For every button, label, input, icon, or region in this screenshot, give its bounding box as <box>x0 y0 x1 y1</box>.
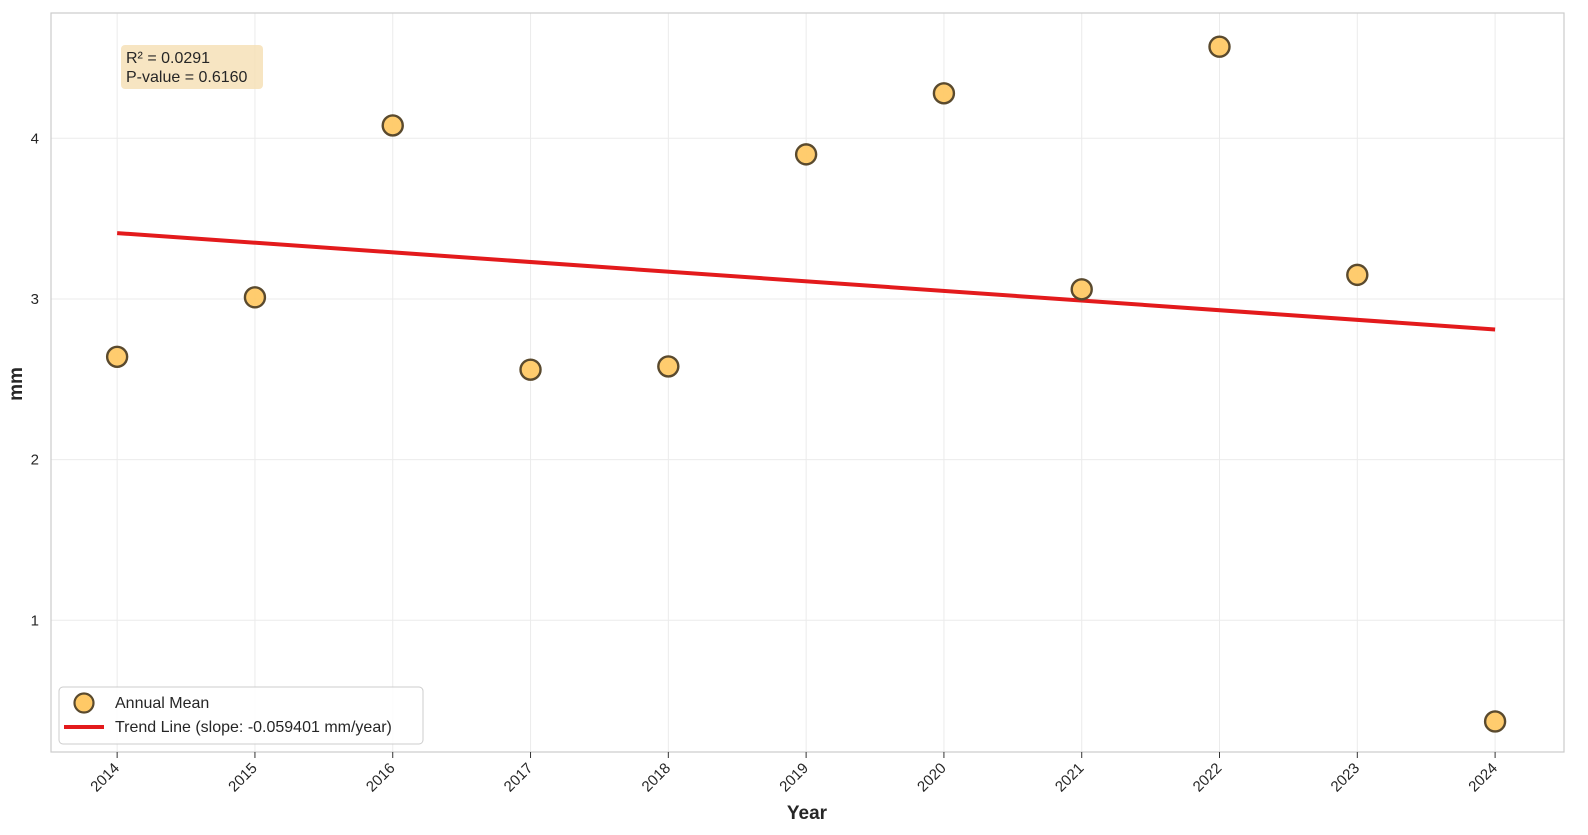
y-axis-label: mm <box>6 367 27 401</box>
x-tick-label: 2020 <box>914 760 950 796</box>
x-tick-label: 2021 <box>1052 760 1088 796</box>
trend-line-layer <box>117 231 1496 332</box>
y-tick-label: 4 <box>31 130 39 147</box>
data-point-2024 <box>1483 710 1507 733</box>
y-tick-label: 1 <box>31 612 39 629</box>
data-point-2021 <box>1070 278 1093 301</box>
data-point-2018 <box>657 355 680 378</box>
x-axis-label: Year <box>787 803 828 824</box>
data-point-2017 <box>519 358 542 381</box>
stats-p-value: P-value = 0.6160 <box>126 69 248 86</box>
data-point-2023 <box>1346 263 1369 287</box>
data-point-2016 <box>381 114 404 137</box>
scatter-points-layer <box>105 35 1507 733</box>
data-point-2020 <box>932 82 956 105</box>
x-tick-label: 2015 <box>225 760 261 796</box>
x-tick-label: 2014 <box>87 760 123 796</box>
y-tick-label: 3 <box>31 291 39 308</box>
x-tick-label: 2019 <box>776 760 812 796</box>
y-axis-ticks: 1 2 3 4 <box>31 130 39 629</box>
stats-box-background <box>121 45 263 89</box>
stats-r-squared: R² = 0.0291 <box>126 50 210 67</box>
plot-border <box>50 12 1565 753</box>
x-tick-label: 2023 <box>1328 760 1364 796</box>
stats-box: R² = 0.0291 P-value = 0.6160 <box>121 45 263 89</box>
legend-box <box>58 686 424 745</box>
data-point-2022 <box>1208 35 1231 58</box>
legend-label-trend-line: Trend Line (slope: -0.059401 mm/year) <box>115 719 392 736</box>
trend-line <box>117 231 1496 332</box>
data-point-2019 <box>794 143 818 166</box>
x-tick-label: 2024 <box>1465 760 1501 796</box>
x-tick-label: 2017 <box>501 760 537 796</box>
y-tick-label: 2 <box>31 452 39 469</box>
legend-marker-annual-mean <box>73 692 95 714</box>
x-tick-label: 2022 <box>1190 760 1226 796</box>
data-point-2015 <box>243 286 267 309</box>
plot-area <box>51 13 1564 752</box>
x-axis-ticks: 2014 2015 2016 2017 2018 2019 2020 2021 2022 2023… <box>87 752 1501 795</box>
grid-lines <box>51 13 1564 752</box>
x-tick-label: 2016 <box>363 760 399 796</box>
legend: Annual Mean Trend Line (slope: -0.059401… <box>58 686 424 745</box>
data-point-2014 <box>105 345 129 368</box>
legend-label-annual-mean: Annual Mean <box>115 695 209 712</box>
x-tick-label: 2018 <box>639 760 675 796</box>
